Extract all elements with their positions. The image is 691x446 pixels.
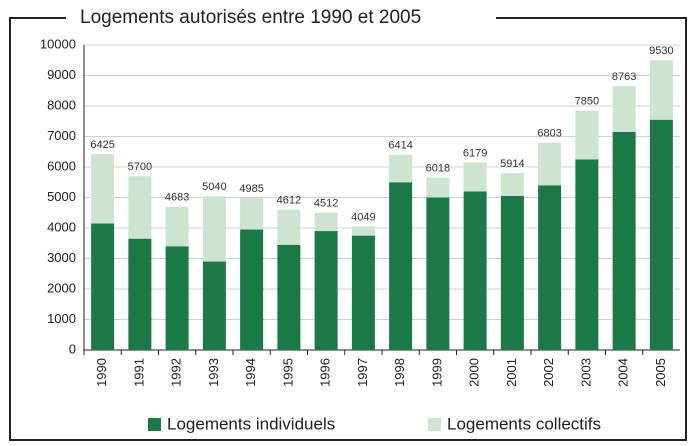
total-label: 5914 — [500, 158, 524, 170]
bar-segment — [351, 235, 375, 350]
total-label: 4985 — [239, 183, 263, 195]
bar-segment — [277, 244, 301, 350]
bar-segment — [314, 231, 338, 350]
bar-segment — [389, 154, 413, 183]
title-bg — [66, 5, 496, 33]
y-tick-label: 1000 — [47, 311, 76, 326]
bar-segment — [165, 246, 189, 350]
x-tick-label: 1995 — [280, 358, 295, 387]
bar-segment — [128, 238, 152, 350]
total-label: 6179 — [463, 147, 487, 159]
total-label: 6018 — [426, 163, 450, 175]
x-tick-label: 2003 — [578, 358, 593, 387]
bar-segment — [240, 229, 264, 350]
bar-segment — [128, 176, 152, 239]
total-label: 6414 — [388, 140, 412, 152]
x-tick-label: 2005 — [653, 358, 668, 387]
x-tick-label: 1991 — [131, 358, 146, 387]
bar-segment — [575, 110, 599, 160]
y-tick-label: 7000 — [47, 128, 76, 143]
total-label: 7850 — [575, 95, 599, 107]
bar-segment — [314, 212, 338, 232]
legend-label: Logements individuels — [167, 414, 335, 433]
bar-segment — [351, 226, 375, 236]
x-tick-label: 2004 — [616, 358, 631, 387]
bar-segment — [612, 131, 636, 350]
bar-segment — [389, 182, 413, 350]
bar-segment — [649, 60, 673, 120]
bar-segment — [649, 119, 673, 350]
x-tick-label: 2000 — [467, 358, 482, 387]
bar-segment — [612, 86, 636, 132]
bar-segment — [240, 197, 264, 230]
bar-segment — [426, 197, 450, 350]
bar-segment — [202, 261, 226, 350]
total-label: 4683 — [165, 192, 189, 204]
bar-segment — [202, 196, 226, 262]
y-tick-label: 10000 — [40, 36, 76, 51]
x-tick-label: 2001 — [504, 358, 519, 387]
total-label: 9530 — [649, 45, 673, 57]
bar-segment — [165, 206, 189, 247]
x-tick-label: 2002 — [541, 358, 556, 387]
bar-segment — [91, 223, 115, 350]
y-tick-label: 2000 — [47, 280, 76, 295]
y-tick-label: 5000 — [47, 189, 76, 204]
total-label: 4512 — [314, 198, 338, 210]
y-tick-label: 8000 — [47, 97, 76, 112]
x-tick-label: 1996 — [318, 358, 333, 387]
total-label: 6425 — [90, 139, 114, 151]
bar-segment — [538, 142, 562, 186]
x-tick-label: 1990 — [94, 358, 109, 387]
legend-swatch — [428, 418, 441, 431]
total-label: 5700 — [128, 161, 152, 173]
y-tick-label: 0 — [69, 341, 76, 356]
y-tick-label: 3000 — [47, 250, 76, 265]
y-tick-label: 4000 — [47, 219, 76, 234]
bar-segment — [500, 173, 524, 196]
x-tick-label: 1994 — [243, 358, 258, 387]
bar-segment — [463, 191, 487, 350]
bar-segment — [575, 159, 599, 350]
y-tick-label: 6000 — [47, 158, 76, 173]
chart-title: Logements autorisés entre 1990 et 2005 — [80, 7, 421, 28]
bar-segment — [426, 177, 450, 198]
x-tick-label: 1997 — [355, 358, 370, 387]
y-tick-label: 9000 — [47, 67, 76, 82]
bar-segment — [538, 185, 562, 350]
bar-segment — [463, 162, 487, 192]
total-label: 8763 — [612, 71, 636, 83]
x-tick-label: 1992 — [169, 358, 184, 387]
bar-segment — [91, 154, 115, 224]
legend-label: Logements collectifs — [447, 414, 601, 433]
bar-segment — [277, 209, 301, 245]
x-tick-label: 1999 — [429, 358, 444, 387]
x-tick-label: 1998 — [392, 358, 407, 387]
x-tick-label: 1993 — [206, 358, 221, 387]
legend-swatch — [148, 418, 161, 431]
total-label: 5040 — [202, 181, 226, 193]
total-label: 6803 — [537, 128, 561, 140]
total-label: 4612 — [277, 195, 301, 207]
total-label: 4049 — [351, 211, 375, 223]
bar-segment — [500, 195, 524, 350]
